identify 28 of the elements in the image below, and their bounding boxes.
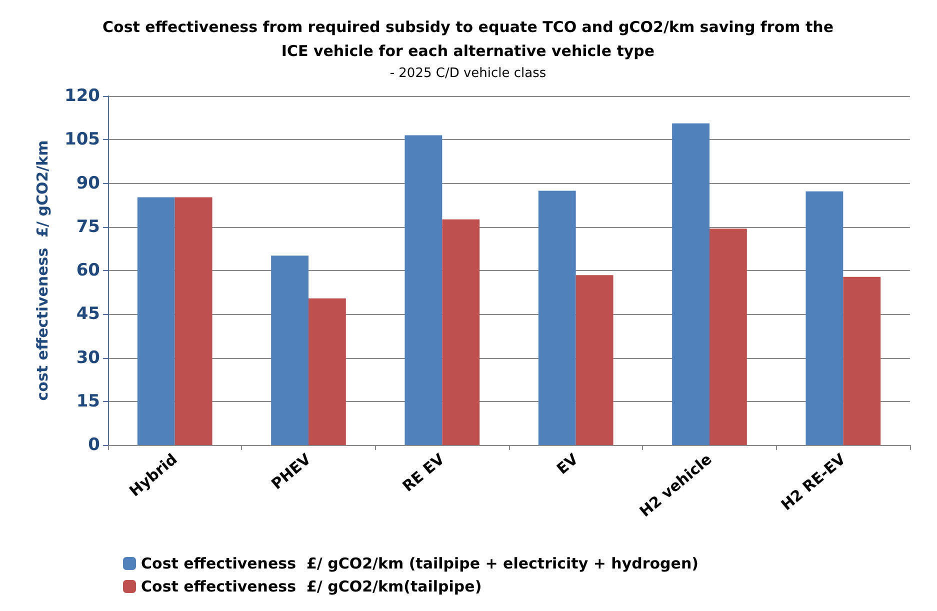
x-tick-label: EV (553, 450, 582, 478)
y-tick-label: 60 (76, 260, 100, 280)
y-tick-label: 120 (64, 86, 100, 106)
y-tick-label: 0 (88, 435, 100, 455)
bar (576, 275, 614, 445)
y-tick-label: 75 (76, 216, 100, 237)
legend-label: Cost effectiveness £/ gCO2/km(tailpipe) (141, 578, 482, 596)
bar (538, 190, 576, 445)
y-tick-label: 15 (76, 391, 100, 412)
bar (137, 197, 175, 445)
bar (271, 256, 308, 445)
bar (843, 276, 881, 445)
y-tick-label: 90 (76, 173, 100, 194)
bar (174, 197, 212, 445)
y-tick-label: 30 (76, 348, 100, 368)
chart-title: Cost effectiveness from required subsidy to equate TCO and gCO2/km saving from the ICE vehicle for each alternative vehicle type (102, 18, 834, 60)
bar (672, 123, 710, 445)
y-tick-label: 45 (76, 304, 100, 324)
chart-subtitle: - 2025 C/D vehicle class (390, 66, 546, 81)
bar (308, 298, 346, 445)
bar (404, 135, 442, 445)
y-tick-label: 105 (64, 130, 100, 150)
bar (806, 191, 844, 445)
bar (710, 228, 747, 445)
bar (442, 219, 480, 445)
x-tick-label: RE EV (398, 450, 448, 496)
y-axis-title: cost effectiveness £/ gCO2/km (34, 140, 52, 401)
legend-label: Cost effectiveness £/ gCO2/km (tailpipe + electricity + hydrogen) (141, 554, 698, 572)
